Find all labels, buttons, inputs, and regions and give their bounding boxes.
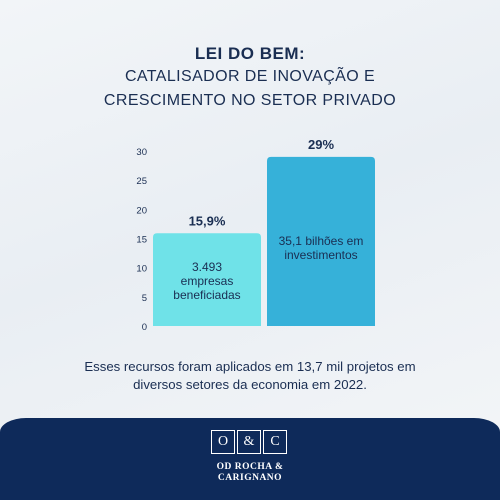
logo-letter-c: C	[263, 430, 287, 454]
bar-text: investimentos	[284, 248, 357, 262]
logo-name-line1: OD ROCHA &	[216, 462, 284, 472]
bar	[267, 156, 375, 326]
bar-text: 3.493	[192, 260, 222, 274]
data-label: 15,9%	[189, 213, 226, 228]
caption-line1: Esses recursos foram aplicados em 13,7 m…	[84, 359, 416, 374]
data-label: 29%	[308, 137, 334, 152]
y-tick-label: 15	[136, 235, 147, 246]
bar-text: beneficiadas	[173, 288, 240, 302]
y-tick-label: 25	[136, 176, 147, 187]
caption: Esses recursos foram aplicados em 13,7 m…	[0, 358, 500, 394]
bar	[153, 233, 261, 326]
footer-banner: O & C OD ROCHA & CARIGNANO	[0, 418, 500, 500]
logo-letter-o: O	[211, 430, 235, 454]
caption-line2: diversos setores da economia em 2022.	[133, 377, 367, 392]
bar-text: empresas	[181, 274, 234, 288]
y-tick-label: 5	[142, 293, 147, 304]
logo-ampersand: &	[237, 430, 261, 454]
y-tick-label: 10	[136, 264, 147, 275]
y-tick-label: 0	[142, 322, 147, 333]
chart-subtitle-line2: CRESCIMENTO NO SETOR PRIVADO	[103, 92, 397, 109]
chart-subtitle-line1: CATALISADOR DE INOVAÇÃO E	[124, 68, 376, 85]
y-tick-label: 30	[136, 147, 147, 158]
logo-mark: O & C	[211, 430, 287, 454]
chart-title: LEI DO BEM:	[194, 44, 306, 63]
logo-name-line2: CARIGNANO	[217, 473, 283, 483]
y-tick-label: 20	[136, 205, 147, 216]
bar-text: 35,1 bilhões em	[279, 234, 364, 248]
